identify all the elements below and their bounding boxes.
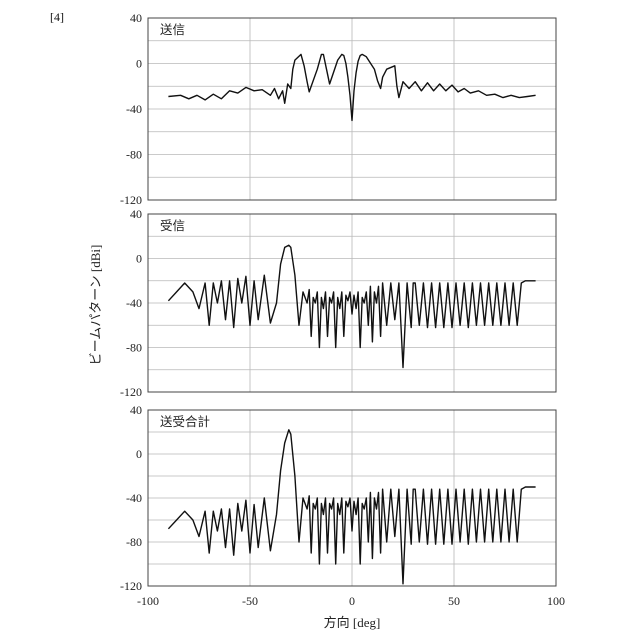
- y-tick-label: -80: [126, 148, 142, 162]
- y-tick-label: -120: [120, 193, 142, 207]
- y-tick-label: -40: [126, 102, 142, 116]
- y-tick-label: 40: [130, 403, 142, 417]
- y-tick-label: 40: [130, 207, 142, 221]
- y-tick-label: 0: [136, 252, 142, 266]
- y-tick-label: -120: [120, 579, 142, 593]
- y-tick-label: -120: [120, 385, 142, 399]
- x-tick-label: 0: [349, 594, 355, 608]
- y-tick-label: 0: [136, 57, 142, 71]
- y-tick-label: -80: [126, 341, 142, 355]
- x-tick-label: 50: [448, 594, 460, 608]
- panel-title: 送信: [160, 22, 185, 37]
- x-axis-title: 方向 [deg]: [324, 615, 381, 630]
- x-tick-label: -50: [242, 594, 258, 608]
- chart-panel-3: 40 0 -40 -80 -120 送受合計: [120, 403, 556, 593]
- x-tick-label: 100: [547, 594, 565, 608]
- y-tick-label: -40: [126, 296, 142, 310]
- chart-panel-2: 40 0 -40 -80 -120 受信: [120, 207, 556, 399]
- panel-title: 送受合計: [160, 414, 210, 429]
- x-tick-label: -100: [137, 594, 159, 608]
- chart-panel-1: 40 0 -40 -80 -120 送信: [120, 11, 556, 207]
- y-tick-label: 40: [130, 11, 142, 25]
- y-tick-label: -40: [126, 491, 142, 505]
- panel-title: 受信: [160, 219, 185, 233]
- y-tick-label: 0: [136, 447, 142, 461]
- y-axis-title: ビームパターン [dBi]: [88, 245, 103, 366]
- y-tick-label: -80: [126, 535, 142, 549]
